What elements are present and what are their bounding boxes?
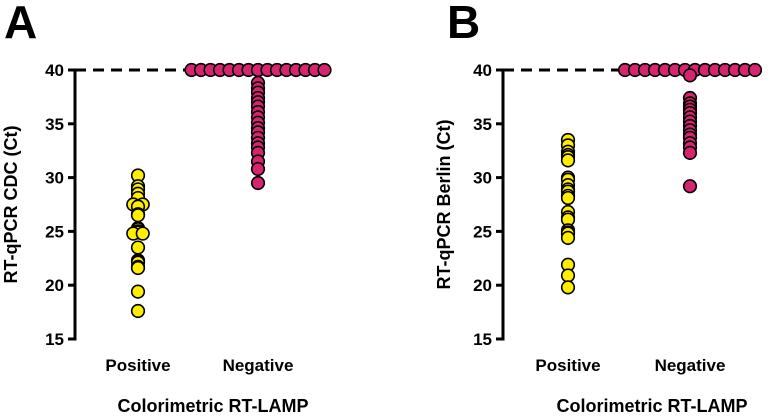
data-point-negative — [747, 62, 763, 78]
x-axis-title: Colorimetric RT-LAMP — [556, 396, 747, 416]
data-point-positive — [130, 240, 146, 255]
y-tick-label: 20 — [473, 276, 492, 295]
y-tick-label: 35 — [473, 115, 492, 134]
y-tick-label: 25 — [473, 222, 492, 241]
data-point-negative — [250, 161, 266, 177]
data-point-positive — [135, 226, 150, 241]
y-tick-label: 15 — [473, 330, 492, 349]
data-point-positive — [130, 260, 146, 276]
data-point-positive — [560, 280, 576, 295]
y-tick-label: 30 — [45, 169, 64, 188]
y-tick-label: 30 — [473, 169, 492, 188]
data-point-positive — [130, 208, 146, 223]
y-axis-title: RT-qPCR CDC (Ct) — [1, 126, 21, 284]
data-point-positive — [560, 268, 576, 283]
x-axis-title: Colorimetric RT-LAMP — [117, 396, 308, 416]
y-tick-label: 15 — [45, 330, 64, 349]
y-tick-label: 40 — [473, 61, 492, 80]
y-tick-label: 35 — [45, 115, 64, 134]
y-axis-title: RT-qPCR Berlin (Ct) — [434, 120, 454, 290]
data-point-positive — [560, 153, 576, 168]
panel-label: A — [4, 0, 37, 48]
x-category-label-positive: Positive — [105, 356, 170, 375]
x-category-label-negative: Negative — [223, 356, 294, 375]
y-tick-label: 40 — [45, 61, 64, 80]
data-point-negative — [682, 68, 698, 83]
data-point-negative — [250, 175, 266, 191]
data-point-negative — [682, 179, 698, 194]
data-point-positive — [560, 230, 576, 245]
data-point-positive — [130, 284, 146, 299]
data-point-positive — [560, 190, 576, 206]
y-tick-label: 25 — [45, 222, 64, 241]
x-category-label-positive: Positive — [535, 356, 600, 375]
y-tick-label: 20 — [45, 276, 64, 295]
data-point-positive — [130, 303, 146, 319]
x-category-label-negative: Negative — [655, 356, 726, 375]
data-point-negative — [682, 145, 698, 160]
data-point-negative — [317, 62, 332, 78]
panel-label: B — [447, 0, 480, 48]
